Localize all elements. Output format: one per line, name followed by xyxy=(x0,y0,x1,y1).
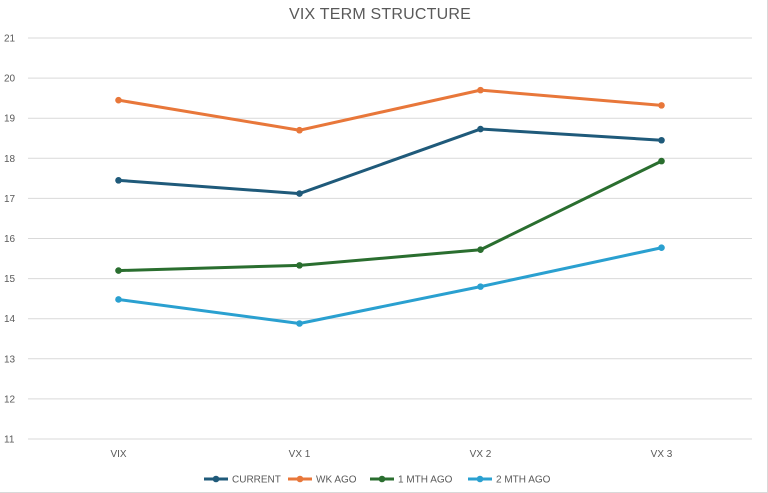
legend-item: 2 MTH AGO xyxy=(468,475,551,486)
data-point xyxy=(115,177,122,184)
series-1-mth-ago xyxy=(115,157,665,274)
y-axis: 11 12 13 14 15 16 17 18 19 20 21 xyxy=(4,34,16,446)
series-line xyxy=(117,159,663,273)
data-point xyxy=(115,296,122,303)
y-tick-label: 21 xyxy=(4,34,16,45)
series-group xyxy=(115,86,665,327)
x-tick-label: VX 2 xyxy=(470,449,492,460)
legend-item: CURRENT xyxy=(204,475,281,486)
y-tick-label: 14 xyxy=(4,314,16,325)
data-point xyxy=(296,190,303,197)
series-current xyxy=(115,125,665,197)
data-point xyxy=(296,320,303,327)
data-point xyxy=(477,86,484,94)
legend-item: 1 MTH AGO xyxy=(370,475,453,486)
series-2-mth-ago xyxy=(115,244,665,327)
y-tick-label: 15 xyxy=(4,274,16,285)
data-point xyxy=(115,96,122,104)
y-tick-label: 12 xyxy=(4,394,16,405)
x-tick-label: VX 3 xyxy=(651,449,673,460)
data-point xyxy=(477,246,484,254)
data-point xyxy=(296,126,303,134)
series-line xyxy=(117,246,663,326)
legend-swatch-marker xyxy=(378,475,386,483)
y-tick-label: 16 xyxy=(4,234,16,245)
legend-swatch-marker xyxy=(476,475,484,483)
data-point xyxy=(477,283,484,290)
y-tick-label: 13 xyxy=(4,354,16,365)
legend-label: WK AGO xyxy=(316,475,357,486)
series-line xyxy=(117,88,663,132)
legend: CURRENT WK AGO 1 MTH AGO 2 MTH AGO xyxy=(204,475,551,486)
y-tick-label: 20 xyxy=(4,74,16,85)
data-point xyxy=(658,244,665,252)
data-point xyxy=(658,157,665,165)
legend-label: 2 MTH AGO xyxy=(496,475,551,486)
data-point xyxy=(658,136,665,144)
series-wk-ago xyxy=(115,86,665,134)
y-tick-label: 11 xyxy=(4,435,15,446)
y-tick-label: 19 xyxy=(4,114,16,125)
chart-title: VIX TERM STRUCTURE xyxy=(289,6,471,23)
legend-swatch-marker xyxy=(296,475,304,483)
grid xyxy=(28,37,752,440)
data-point xyxy=(658,102,665,109)
legend-label: CURRENT xyxy=(232,475,281,486)
legend-label: 1 MTH AGO xyxy=(398,475,453,486)
x-axis: VIX VX 1 VX 2 VX 3 xyxy=(110,449,672,460)
legend-item: WK AGO xyxy=(288,475,357,486)
data-point xyxy=(477,125,484,133)
data-point xyxy=(296,262,303,269)
y-tick-label: 17 xyxy=(4,194,16,205)
x-tick-label: VX 1 xyxy=(289,449,311,460)
x-tick-label: VIX xyxy=(110,449,126,460)
data-point xyxy=(115,267,122,274)
y-tick-label: 18 xyxy=(4,154,16,165)
legend-swatch-marker xyxy=(212,475,220,483)
series-line xyxy=(117,127,663,196)
